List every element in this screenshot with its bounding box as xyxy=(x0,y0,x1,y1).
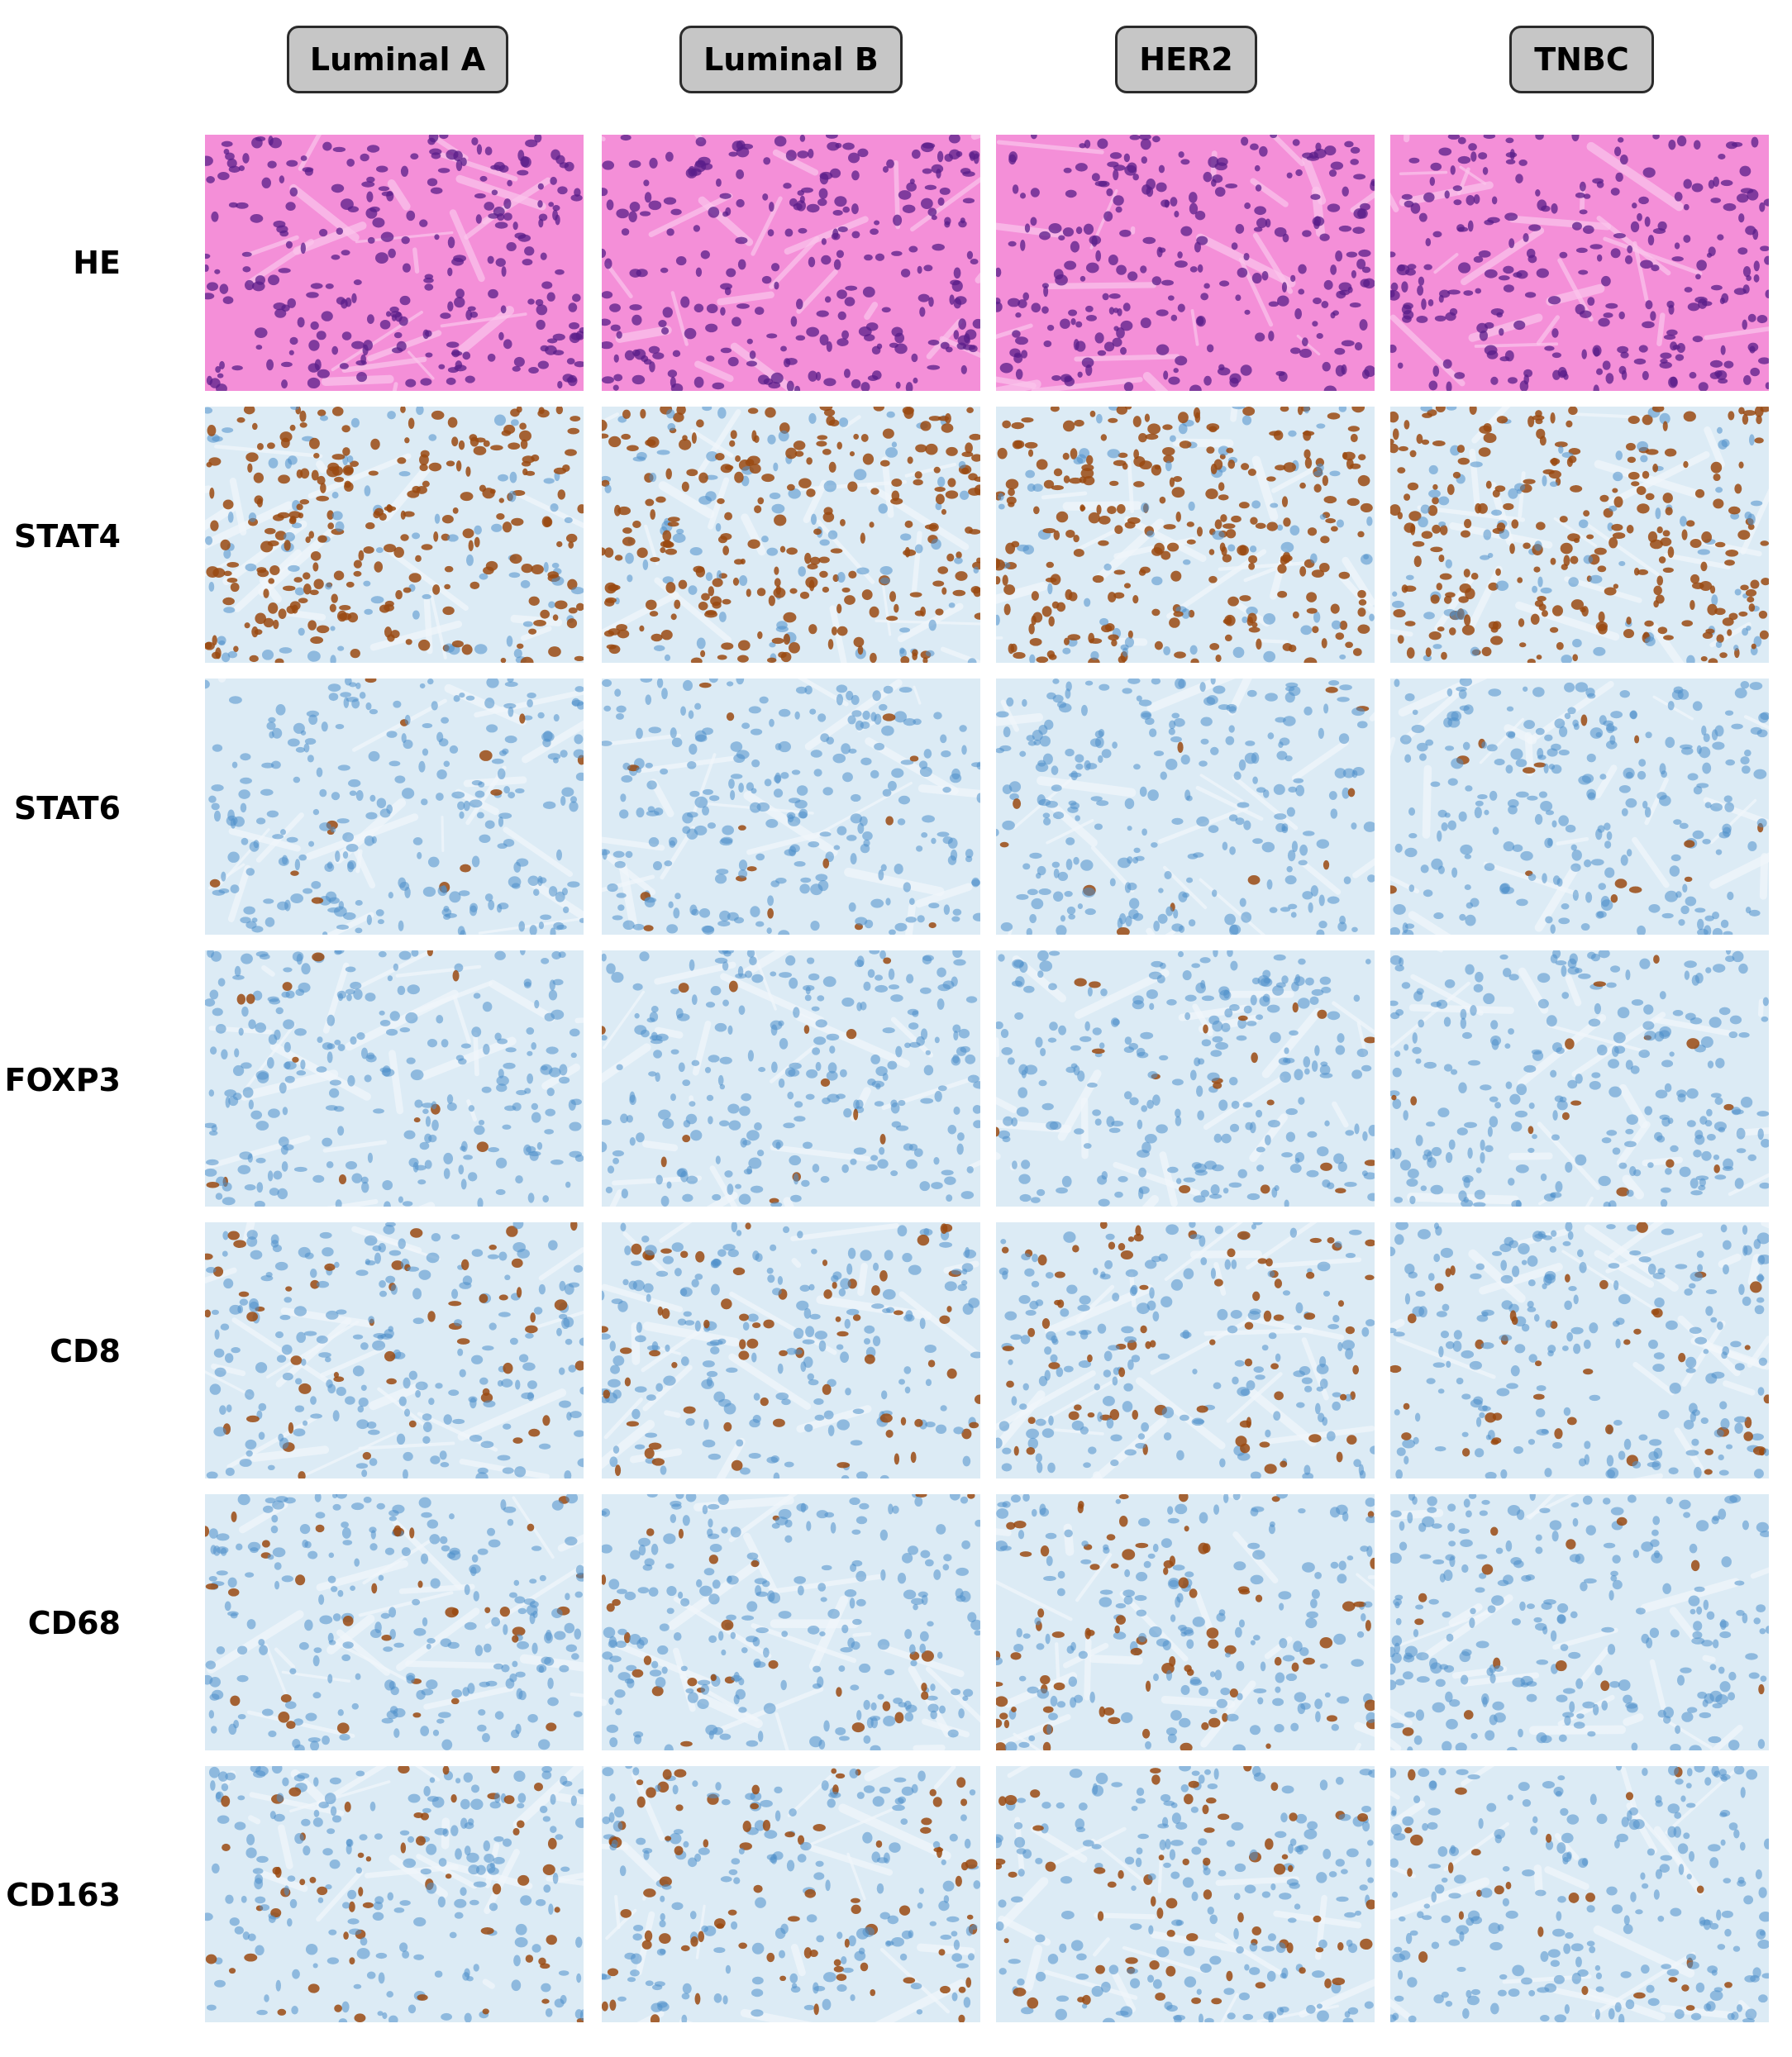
micrograph-he-luminal-b xyxy=(602,135,980,391)
row-label-cd8: CD8 xyxy=(50,1333,121,1369)
micrograph-stat6-her2 xyxy=(996,679,1375,935)
micrograph-he-tnbc xyxy=(1390,135,1769,391)
micrograph-cd163-luminal-a xyxy=(205,1766,584,2022)
micrograph-stat4-tnbc xyxy=(1390,407,1769,663)
micrograph-stat6-tnbc xyxy=(1390,679,1769,935)
micrograph-foxp3-her2 xyxy=(996,950,1375,1207)
row-label-cd68: CD68 xyxy=(27,1605,121,1641)
column-header-luminal-a: Luminal A xyxy=(287,26,508,93)
column-header-tnbc: TNBC xyxy=(1509,26,1654,93)
micrograph-stat4-luminal-b xyxy=(602,407,980,663)
micrograph-cd163-her2 xyxy=(996,1766,1375,2022)
micrograph-stat4-luminal-a xyxy=(205,407,584,663)
micrograph-cd8-luminal-b xyxy=(602,1222,980,1478)
micrograph-foxp3-tnbc xyxy=(1390,950,1769,1207)
row-label-foxp3: FOXP3 xyxy=(4,1062,122,1098)
column-header-luminal-b: Luminal B xyxy=(679,26,903,93)
micrograph-cd68-tnbc xyxy=(1390,1494,1769,1750)
row-label-stat6: STAT6 xyxy=(13,790,121,826)
row-label-cd163: CD163 xyxy=(6,1877,121,1913)
micrograph-cd8-her2 xyxy=(996,1222,1375,1478)
micrograph-cd68-her2 xyxy=(996,1494,1375,1750)
column-header-her2: HER2 xyxy=(1115,26,1257,93)
micrograph-stat6-luminal-b xyxy=(602,679,980,935)
row-label-stat4: STAT4 xyxy=(13,518,121,555)
micrograph-stat6-luminal-a xyxy=(205,679,584,935)
micrograph-cd8-tnbc xyxy=(1390,1222,1769,1478)
micrograph-cd68-luminal-b xyxy=(602,1494,980,1750)
micrograph-stat4-her2 xyxy=(996,407,1375,663)
micrograph-cd8-luminal-a xyxy=(205,1222,584,1478)
micrograph-foxp3-luminal-b xyxy=(602,950,980,1207)
micrograph-he-luminal-a xyxy=(205,135,584,391)
row-label-he: HE xyxy=(73,245,121,281)
micrograph-cd163-tnbc xyxy=(1390,1766,1769,2022)
micrograph-cd163-luminal-b xyxy=(602,1766,980,2022)
micrograph-he-her2 xyxy=(996,135,1375,391)
micrograph-cd68-luminal-a xyxy=(205,1494,584,1750)
micrograph-foxp3-luminal-a xyxy=(205,950,584,1207)
